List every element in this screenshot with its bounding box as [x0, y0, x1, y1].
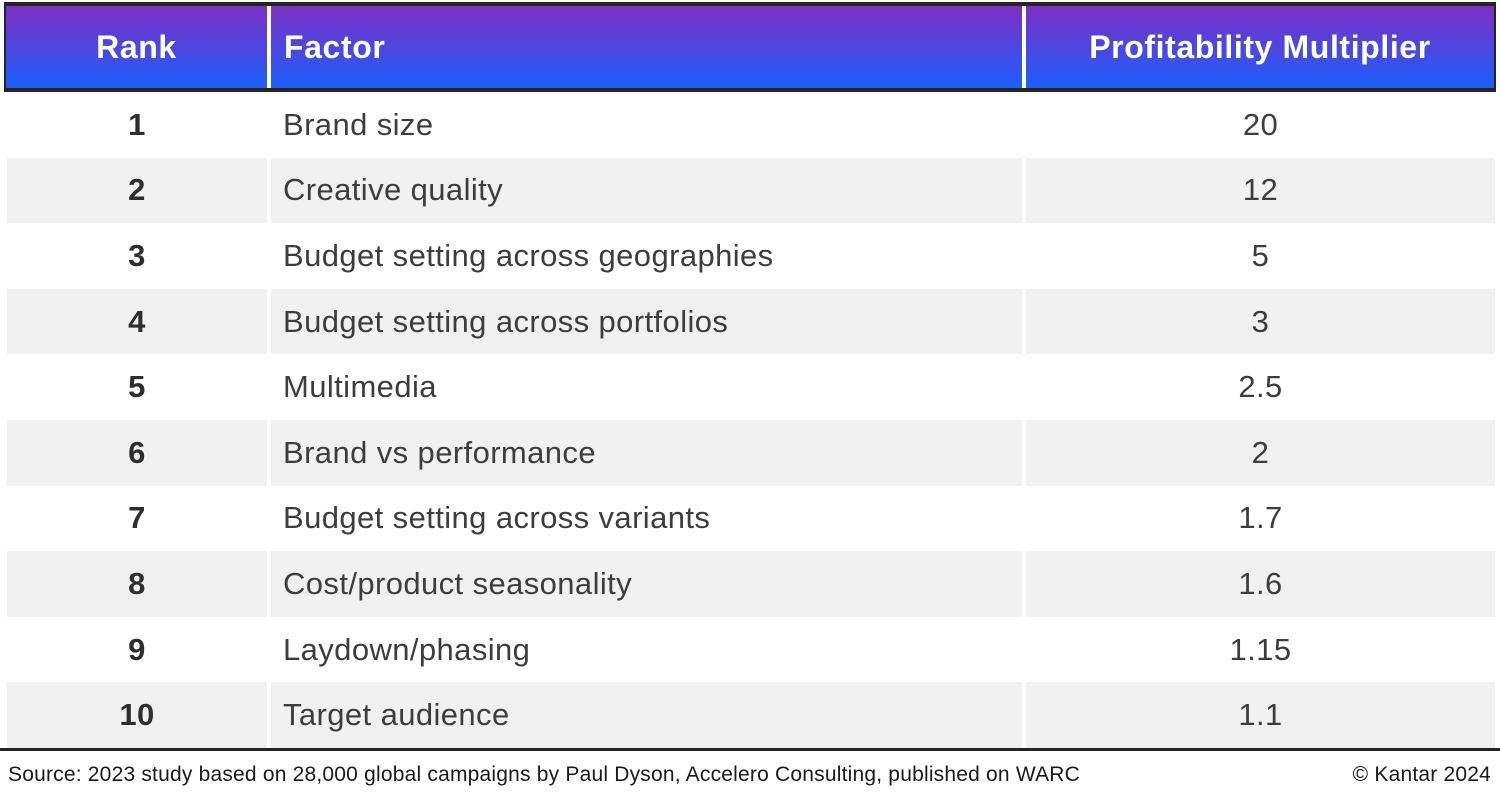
rank-cell: 5 [128, 369, 146, 405]
rank-cell: 4 [7, 288, 267, 355]
factor-cell: Budget setting across geographies [283, 237, 774, 273]
factor-cell: Brand size [283, 106, 434, 142]
multiplier-cell: 12 [1026, 157, 1495, 224]
column-header-factor: Factor [284, 28, 386, 65]
table-row: 5 Multimedia 2.5 [0, 354, 1500, 420]
column-divider [267, 6, 271, 88]
factor-cell: Target audience [271, 682, 1022, 748]
table-bottom-rule [0, 747, 1500, 751]
table-header-row: Rank Factor Profitability Multiplier [4, 2, 1496, 92]
column-divider [1022, 6, 1026, 88]
multiplier-cell: 1.6 [1026, 551, 1495, 617]
multiplier-cell: 3 [1026, 288, 1495, 355]
table-row: 8 Cost/product seasonality 1.6 [0, 551, 1500, 617]
rank-cell: 7 [128, 500, 146, 536]
multiplier-cell: 1.7 [1238, 500, 1283, 536]
rank-cell: 8 [7, 551, 267, 617]
rank-cell: 1 [128, 106, 146, 142]
multiplier-cell: 20 [1242, 106, 1279, 142]
table-row: 2 Creative quality 12 [0, 157, 1500, 224]
multiplier-cell: 5 [1251, 237, 1270, 273]
rank-cell: 9 [128, 631, 146, 667]
rank-cell: 10 [7, 682, 267, 748]
factor-cell: Multimedia [283, 369, 437, 405]
factor-cell: Cost/product seasonality [271, 551, 1022, 617]
source-note: Source: 2023 study based on 28,000 globa… [8, 763, 1081, 787]
factor-cell: Brand vs performance [271, 419, 1022, 486]
multiplier-cell: 1.15 [1229, 631, 1292, 667]
column-header-rank: Rank [96, 28, 177, 65]
multiplier-cell: 2.5 [1238, 369, 1283, 405]
factor-cell: Creative quality [271, 157, 1022, 224]
factor-cell: Budget setting across variants [283, 500, 711, 536]
multiplier-cell: 1.1 [1026, 682, 1495, 748]
table-row: 3 Budget setting across geographies 5 [0, 223, 1500, 289]
table-row: 7 Budget setting across variants 1.7 [0, 485, 1500, 552]
table-row: 10 Target audience 1.1 [0, 682, 1500, 748]
rank-cell: 2 [7, 157, 267, 224]
multiplier-cell: 2 [1026, 419, 1495, 486]
rank-cell: 3 [128, 237, 146, 273]
factor-cell: Laydown/phasing [283, 631, 531, 667]
rank-cell: 6 [7, 419, 267, 486]
table-row: 4 Budget setting across portfolios 3 [0, 288, 1500, 355]
footer: Source: 2023 study based on 28,000 globa… [0, 751, 1500, 800]
table-row: 1 Brand size 20 [0, 92, 1500, 158]
copyright-note: © Kantar 2024 [1352, 763, 1491, 787]
factor-cell: Budget setting across portfolios [271, 288, 1022, 355]
table-body: 1 Brand size 20 2 Creative quality 12 3 Budget … [0, 92, 1500, 748]
table-row: 6 Brand vs performance 2 [0, 419, 1500, 486]
table-row: 9 Laydown/phasing 1.15 [0, 616, 1500, 683]
column-header-profitability-multiplier: Profitability Multiplier [1089, 28, 1431, 65]
